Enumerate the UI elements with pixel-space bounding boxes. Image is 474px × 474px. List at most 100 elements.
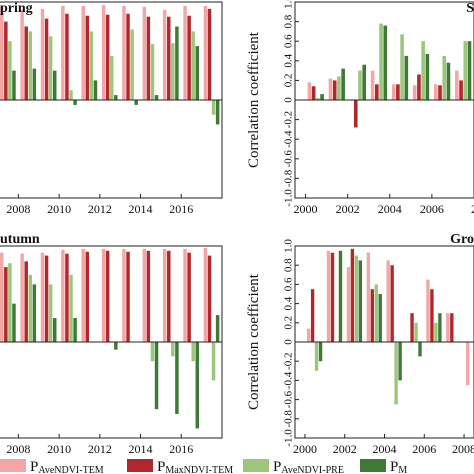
bar xyxy=(20,253,24,342)
x-tick-label: 2012 xyxy=(88,442,112,456)
panel-2: 2008 2010 2012 2014 2016 utumn xyxy=(0,232,223,456)
y-tick-label: -1.0 xyxy=(283,429,295,447)
bar xyxy=(122,5,126,101)
y-tick-label: 0 xyxy=(283,339,295,345)
bar xyxy=(171,342,175,357)
y-tick-label: 0.8 xyxy=(283,258,295,272)
bar xyxy=(81,248,85,342)
panel-label: utumn xyxy=(0,232,40,247)
bar xyxy=(134,100,138,105)
x-tick-label: 2000 xyxy=(294,202,318,216)
bar xyxy=(307,82,312,100)
legend-item-1: PMaxNDVI-TEM xyxy=(127,459,233,474)
bar xyxy=(126,13,130,100)
bar xyxy=(410,313,414,342)
bar xyxy=(101,4,106,100)
bar xyxy=(69,274,73,342)
bar xyxy=(8,263,12,342)
bar xyxy=(85,251,90,342)
bar xyxy=(350,248,355,342)
bar xyxy=(0,252,4,342)
bar xyxy=(40,8,45,100)
bar xyxy=(316,98,320,100)
bar xyxy=(425,53,430,100)
y-tick-label: -1.0 xyxy=(283,189,295,207)
bar xyxy=(191,342,195,362)
bar xyxy=(20,9,24,101)
legend-label: PM xyxy=(390,459,407,474)
bar xyxy=(69,90,73,100)
bar xyxy=(370,70,375,100)
bar xyxy=(12,303,16,342)
bar xyxy=(421,41,425,100)
bar xyxy=(412,85,417,100)
bar xyxy=(450,313,454,342)
bar xyxy=(191,31,195,100)
bar xyxy=(207,8,212,100)
bar xyxy=(52,70,57,100)
bar xyxy=(48,284,53,342)
bar xyxy=(24,26,28,100)
bar xyxy=(154,342,159,410)
bar xyxy=(338,250,343,342)
bar xyxy=(346,267,351,342)
bar xyxy=(85,15,90,100)
x-tick-label: 2000 xyxy=(293,442,317,456)
bar xyxy=(61,5,65,101)
bar xyxy=(52,318,57,342)
x-tick-label: 2004 xyxy=(378,202,402,216)
bar xyxy=(383,25,388,100)
x-tick-label: 2006 xyxy=(420,202,444,216)
bar xyxy=(459,80,463,100)
bar xyxy=(370,289,374,342)
bar xyxy=(28,274,33,342)
bar xyxy=(466,342,470,386)
x-tick-label: 2002 xyxy=(333,442,357,456)
bar xyxy=(310,289,315,342)
legend-swatch xyxy=(243,459,269,472)
y-tick-label: 0.8 xyxy=(283,14,295,28)
bar xyxy=(398,342,402,381)
bar xyxy=(203,5,208,101)
legend: PAveNDVI-TEM PMaxNDVI-TEM PAveNDVI-PRE PM xyxy=(0,459,407,474)
y-tick-label: -0.2 xyxy=(283,352,295,369)
bar xyxy=(114,342,118,350)
bar xyxy=(375,84,379,100)
x-tick-label: 2012 xyxy=(88,202,112,216)
panel-3: 2000 2002 2004 2006 2008 1.0 0.8 0.6 0.4 0.2 0 -0.2… xyxy=(246,232,474,456)
bar xyxy=(354,255,359,342)
bar xyxy=(40,252,45,342)
y-tick-label: -0.4 xyxy=(283,371,295,389)
x-tick-label: 2008 xyxy=(452,442,474,456)
y-tick-label: -0.6 xyxy=(283,150,295,168)
legend-swatch xyxy=(360,459,386,472)
panel-label: Gro xyxy=(450,232,474,247)
bar xyxy=(318,342,323,362)
bar xyxy=(24,261,28,342)
x-tick-label: 2014 xyxy=(129,442,153,456)
panel-1: 2000 2002 2004 2006 2 1.0 0.8 0.6 0.4 0.2 0 -0.2 -0.… xyxy=(246,0,474,216)
bar xyxy=(105,14,110,101)
bar xyxy=(154,95,159,100)
x-tick-label: 2010 xyxy=(47,202,71,216)
bar xyxy=(146,16,151,101)
y-tick-label: 1.0 xyxy=(283,239,295,253)
bar xyxy=(414,322,418,342)
x-tick-label: 2 xyxy=(471,202,474,216)
bar xyxy=(320,94,324,100)
y-tick-label: -0.2 xyxy=(283,111,295,128)
bar xyxy=(44,18,49,100)
bar xyxy=(146,250,151,342)
bar xyxy=(65,13,69,100)
bar xyxy=(330,252,335,342)
bar xyxy=(446,62,451,100)
y-axis-label: Correlation coefficient xyxy=(246,31,262,168)
bar xyxy=(73,100,77,105)
bar xyxy=(455,70,459,100)
bar xyxy=(404,55,409,100)
bar xyxy=(314,342,319,371)
bar xyxy=(332,80,337,100)
x-tick-label: 2006 xyxy=(412,442,436,456)
legend-label: PAveNDVI-PRE xyxy=(273,459,344,474)
